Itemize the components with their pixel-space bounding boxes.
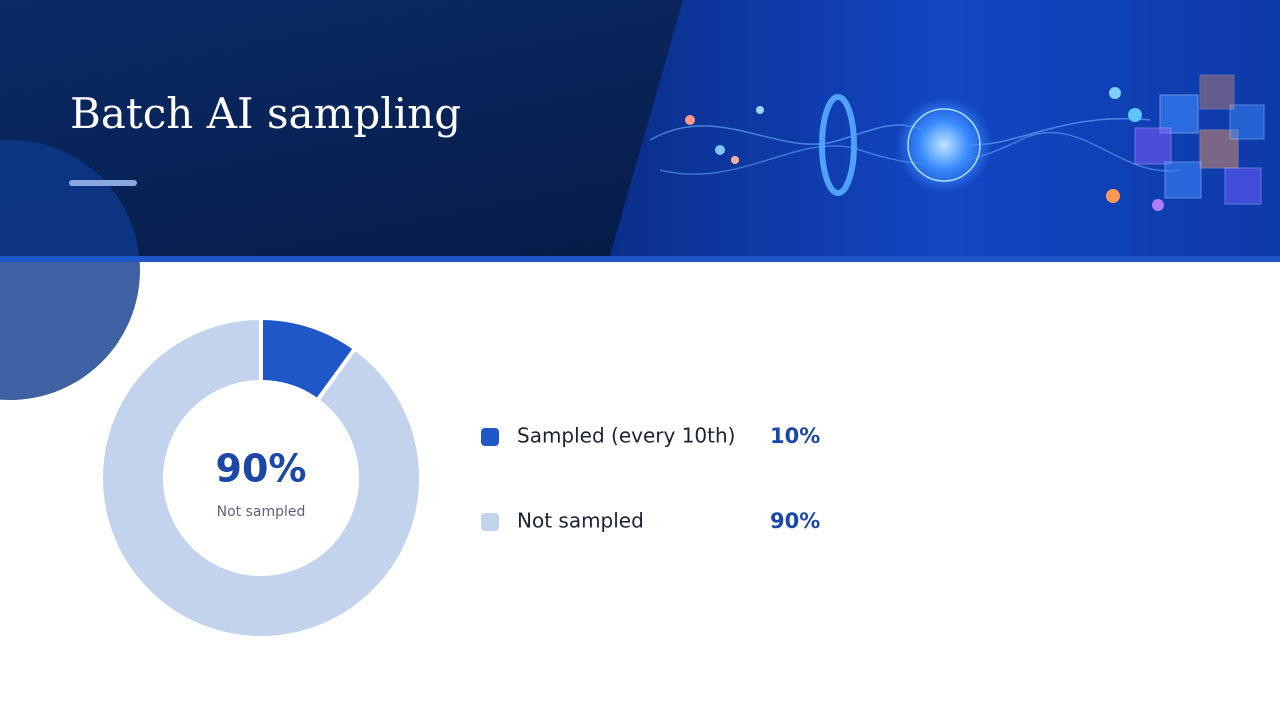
header-image [610, 0, 1280, 256]
header-stripe [0, 256, 1280, 262]
center-value: 90% [216, 447, 307, 491]
header-decoration [0, 140, 140, 400]
legend-swatch [481, 428, 499, 446]
legend: Sampled (every 10th) 10% Not sampled 90% [481, 424, 820, 533]
legend-swatch [481, 513, 499, 531]
legend-value: 10% [770, 424, 820, 448]
center-label: Not sampled [217, 504, 306, 520]
donut-segment [99, 315, 423, 640]
donut-chart [99, 315, 423, 640]
legend-label: Sampled (every 10th) [517, 424, 735, 448]
legend-value: 90% [770, 509, 820, 533]
legend-label: Not sampled [517, 509, 644, 533]
slide-title: Batch AI sampling [70, 89, 461, 138]
title-underline [69, 180, 137, 186]
